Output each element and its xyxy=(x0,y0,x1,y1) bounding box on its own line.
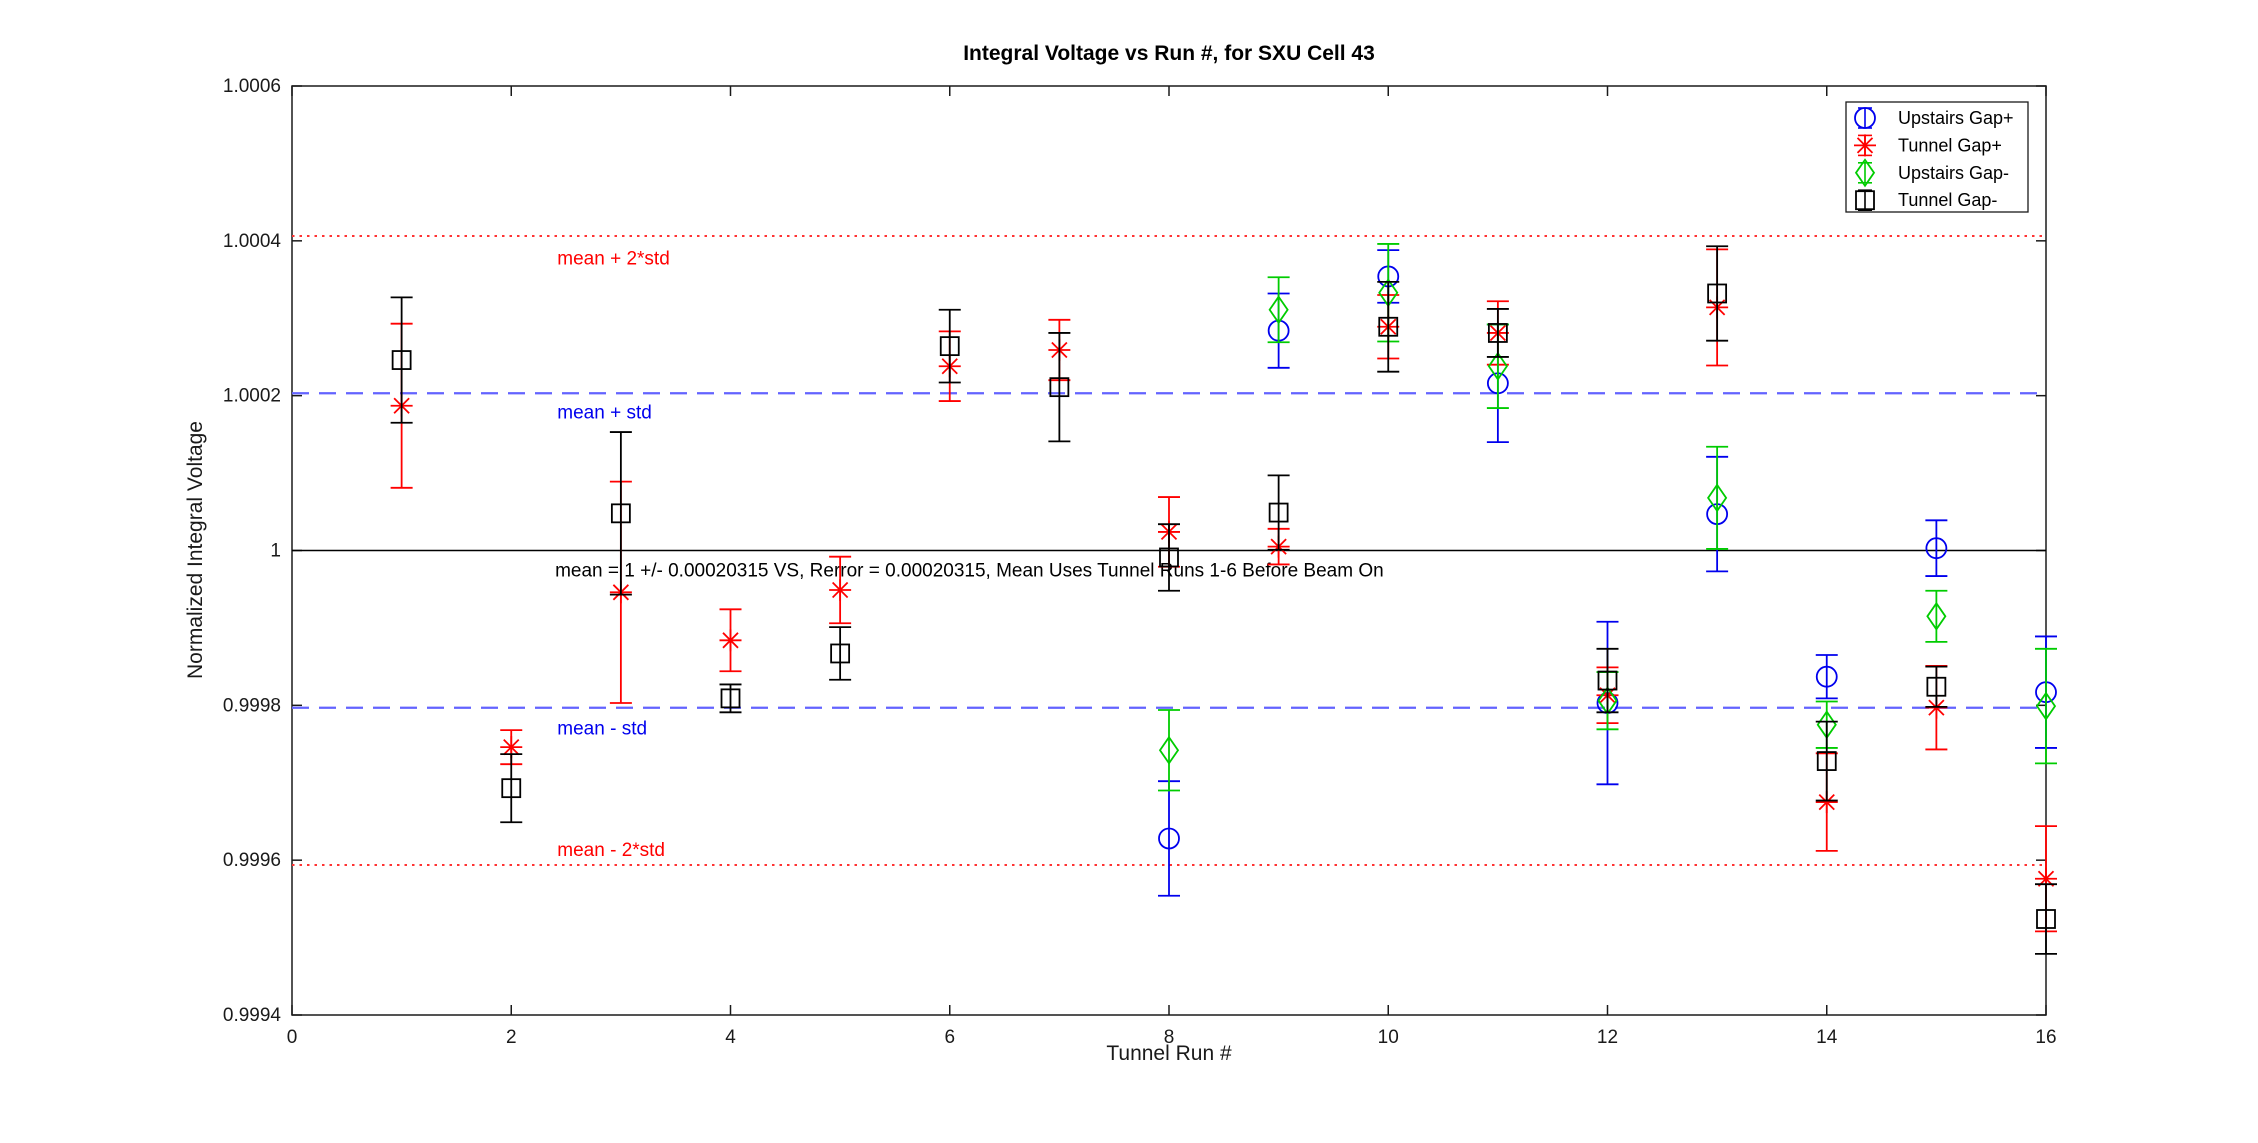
y-tick-label: 0.9998 xyxy=(223,695,281,716)
x-tick-label: 8 xyxy=(1164,1027,1175,1048)
legend-box xyxy=(1845,101,2029,213)
annotation-text: mean - std xyxy=(557,718,647,739)
y-tick-label: 0.9996 xyxy=(223,850,281,871)
series-tunnel-gap- xyxy=(390,245,2057,955)
x-tick-label: 0 xyxy=(287,1027,298,1048)
legend: Upstairs Gap+ Tunnel Gap+ Upstairs Gap- Tun… xyxy=(1845,101,2029,213)
legend-item-tunnel-gap-: Tunnel Gap- xyxy=(1855,189,1997,211)
y-tick-label: 1.0002 xyxy=(223,386,281,407)
x-tick-label: 6 xyxy=(944,1027,955,1048)
legend-item-tunnel-gap+: Tunnel Gap+ xyxy=(1854,134,2002,157)
legend-item-upstairs-gap-: Upstairs Gap- xyxy=(1854,158,2009,188)
y-tick-label: 0.9994 xyxy=(223,1005,282,1026)
legend-label: Tunnel Gap- xyxy=(1898,190,1997,210)
legend-label: Tunnel Gap+ xyxy=(1898,135,2002,155)
x-axis-ticks: 0 2 4 6 8 10 12 14 16 xyxy=(287,86,2057,1048)
annotation-text: mean + 2*std xyxy=(557,248,670,269)
x-tick-label: 14 xyxy=(1816,1027,1838,1048)
y-axis-ticks: 1.0006 1.0004 1.0002 1 0.9998 0.9996 0.9994 xyxy=(223,76,2046,1026)
y-tick-label: 1 xyxy=(270,541,281,562)
annotations: mean + 2*std mean + std mean = 1 +/- 0.000… xyxy=(555,248,1384,860)
y-tick-label: 1.0006 xyxy=(223,76,281,97)
legend-item-upstairs-gap+: Upstairs Gap+ xyxy=(1854,107,2014,129)
y-tick-label: 1.0004 xyxy=(223,231,282,252)
annotation-text: mean + std xyxy=(557,402,652,423)
x-tick-label: 10 xyxy=(1378,1027,1399,1048)
chart-title: Integral Voltage vs Run #, for SXU Cell … xyxy=(963,42,1375,65)
x-tick-label: 16 xyxy=(2035,1027,2056,1048)
series-tunnel-gap+ xyxy=(390,248,2057,933)
annotation-text: mean = 1 +/- 0.00020315 VS, Rerror = 0.0… xyxy=(555,560,1384,581)
annotation-text: mean - 2*std xyxy=(557,840,665,861)
x-tick-label: 2 xyxy=(506,1027,517,1048)
legend-label: Upstairs Gap+ xyxy=(1898,108,2014,128)
x-tick-label: 12 xyxy=(1597,1027,1618,1048)
x-tick-label: 4 xyxy=(725,1027,736,1048)
series-upstairs-gap- xyxy=(1158,243,2057,792)
x-axis-label: Tunnel Run # xyxy=(1106,1042,1232,1065)
legend-label: Upstairs Gap- xyxy=(1898,163,2009,183)
